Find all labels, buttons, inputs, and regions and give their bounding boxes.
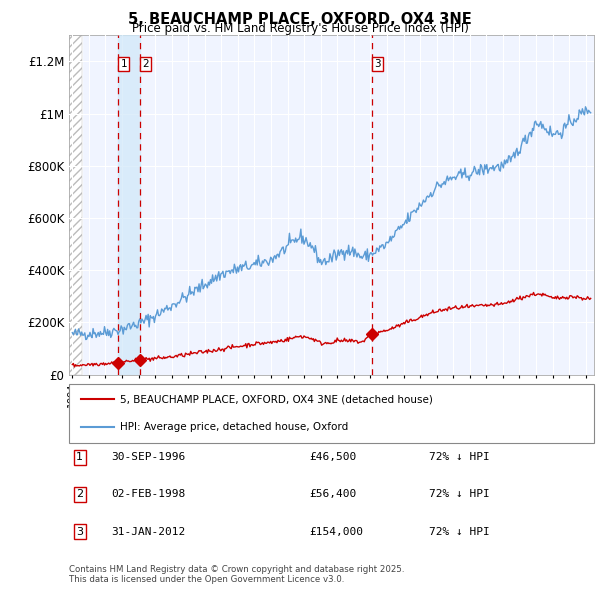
Text: 2: 2: [76, 490, 83, 499]
Bar: [118, 35, 140, 375]
Text: 72% ↓ HPI: 72% ↓ HPI: [429, 453, 490, 462]
Text: 02-FEB-1998: 02-FEB-1998: [111, 490, 185, 499]
Text: 2: 2: [142, 59, 149, 69]
Text: £46,500: £46,500: [309, 453, 356, 462]
Text: 31-JAN-2012: 31-JAN-2012: [111, 527, 185, 536]
Text: 3: 3: [76, 527, 83, 536]
Bar: [69, 35, 82, 375]
Text: £154,000: £154,000: [309, 527, 363, 536]
Text: 1: 1: [121, 59, 127, 69]
Text: £56,400: £56,400: [309, 490, 356, 499]
Text: HPI: Average price, detached house, Oxford: HPI: Average price, detached house, Oxfo…: [120, 422, 348, 431]
Text: 5, BEAUCHAMP PLACE, OXFORD, OX4 3NE: 5, BEAUCHAMP PLACE, OXFORD, OX4 3NE: [128, 12, 472, 27]
Text: Price paid vs. HM Land Registry's House Price Index (HPI): Price paid vs. HM Land Registry's House …: [131, 22, 469, 35]
Text: 3: 3: [374, 59, 381, 69]
Text: 1: 1: [76, 453, 83, 462]
Bar: [69, 35, 82, 375]
Text: 30-SEP-1996: 30-SEP-1996: [111, 453, 185, 462]
Text: 72% ↓ HPI: 72% ↓ HPI: [429, 490, 490, 499]
Text: 5, BEAUCHAMP PLACE, OXFORD, OX4 3NE (detached house): 5, BEAUCHAMP PLACE, OXFORD, OX4 3NE (det…: [120, 395, 433, 404]
Text: Contains HM Land Registry data © Crown copyright and database right 2025.
This d: Contains HM Land Registry data © Crown c…: [69, 565, 404, 584]
Text: 72% ↓ HPI: 72% ↓ HPI: [429, 527, 490, 536]
